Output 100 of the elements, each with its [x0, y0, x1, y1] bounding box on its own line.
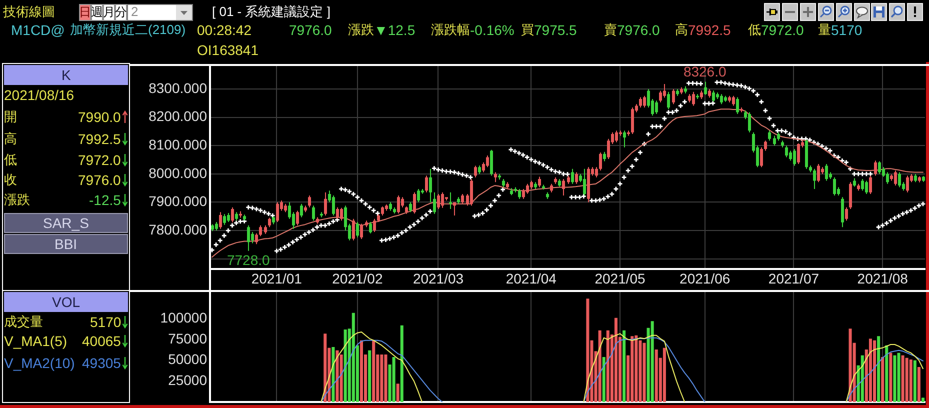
text: SAR_S — [43, 215, 89, 231]
bar — [400, 325, 404, 402]
x-tick-label: 2021/03 — [412, 270, 464, 286]
bar — [372, 340, 376, 402]
text: M1CD@ — [11, 22, 65, 38]
text: 漲跌 — [348, 22, 374, 38]
text: 技術線圖 — [3, 4, 55, 20]
bar — [634, 335, 638, 402]
y-tick-label: 8100.000 — [148, 136, 208, 153]
text: V_MA1(5) — [4, 333, 68, 349]
y-tick-label: 75000 — [168, 330, 208, 346]
text: 7976.0 — [78, 172, 121, 188]
bar — [392, 357, 396, 402]
bar — [654, 350, 658, 402]
text: 00:28:42 — [197, 22, 252, 38]
bar — [622, 330, 626, 402]
y-tick-label: 25000 — [168, 372, 208, 388]
candlestick — [449, 192, 452, 210]
bar — [586, 298, 590, 402]
bar — [662, 348, 666, 402]
x-tick-label: 2021/01 — [251, 270, 302, 286]
bar — [909, 360, 912, 402]
text: 5170 — [831, 22, 862, 38]
bar — [848, 328, 852, 402]
bar — [901, 355, 904, 402]
bar — [336, 350, 339, 402]
bar — [917, 367, 920, 402]
text: 量 — [818, 22, 831, 38]
text: 7976.0 — [289, 22, 332, 38]
text: 7972.0 — [761, 22, 804, 38]
bar — [360, 340, 363, 402]
x-tick-label: 2021/02 — [332, 270, 383, 286]
text: 高 — [4, 131, 17, 147]
text: 漲跌幅 — [431, 22, 470, 38]
y-tick-label: 8200.000 — [148, 108, 208, 124]
text: ▼12.5 — [374, 22, 416, 38]
bar — [889, 352, 892, 402]
text: 7976.0 — [617, 22, 660, 38]
y-tick-label: 8000.000 — [148, 164, 208, 181]
bar — [872, 340, 876, 402]
y-tick-label: 50000 — [168, 351, 208, 368]
text: 7972.0 — [78, 152, 121, 168]
text: 成交量 — [4, 314, 43, 330]
bar — [340, 354, 343, 402]
bar — [352, 312, 355, 402]
bar — [344, 330, 347, 402]
text: 買 — [521, 22, 534, 38]
text: OI163841 — [197, 42, 258, 58]
bar — [897, 352, 900, 402]
text: 2021/08/16 — [4, 87, 74, 103]
bar — [384, 354, 388, 402]
text: V_MA2(10) — [4, 355, 75, 371]
text: 49305 — [82, 355, 121, 371]
text: -0.16% — [470, 22, 514, 38]
x-tick-label: 2021/06 — [680, 270, 730, 286]
text: -12.5 — [89, 192, 121, 208]
bar — [396, 384, 400, 402]
bar — [602, 357, 606, 402]
x-tick-label: 2021/08 — [857, 270, 908, 286]
text: 開 — [4, 109, 17, 125]
text: [ 01 - 系統建議設定 ] — [212, 4, 330, 20]
x-tick-label: 2021/04 — [506, 270, 557, 286]
text: 低 — [748, 22, 761, 38]
y-tick-label: 100000 — [160, 310, 208, 326]
bar — [642, 342, 646, 402]
text: 2 — [131, 4, 138, 20]
bar — [868, 338, 872, 402]
bar — [860, 355, 864, 402]
bar — [893, 355, 896, 402]
text: 低 — [4, 152, 17, 168]
text: 高 — [675, 22, 688, 38]
x-tick-label: 2021/07 — [768, 270, 820, 286]
text: 收 — [4, 172, 17, 188]
annotation: 7728.0 — [226, 252, 270, 268]
bar — [614, 318, 618, 402]
bar — [324, 334, 327, 402]
text: 加幣新規近二(2109) — [70, 22, 186, 38]
bar — [368, 350, 372, 402]
bar — [380, 354, 384, 402]
text: K — [62, 67, 71, 83]
bar — [332, 347, 335, 402]
text: 漲跌 — [4, 192, 30, 208]
text: 賣 — [604, 22, 617, 38]
y-tick-label: 7800.000 — [148, 221, 208, 238]
text: 7990.0 — [78, 109, 121, 125]
bar — [598, 330, 602, 402]
y-tick-label: 7900.000 — [148, 193, 208, 210]
text: VOL — [52, 294, 80, 310]
bar — [885, 345, 888, 402]
text: 5170 — [90, 314, 122, 330]
bar — [921, 398, 924, 402]
bar — [606, 330, 610, 402]
text: 7975.5 — [534, 22, 577, 38]
text: 40065 — [82, 333, 121, 349]
text: 7992.5 — [78, 131, 121, 147]
bar — [650, 321, 654, 402]
bar — [881, 357, 884, 402]
x-tick-label: 2021/05 — [594, 270, 646, 286]
text: 7992.5 — [688, 22, 731, 38]
annotation: 8326.0 — [683, 64, 726, 80]
